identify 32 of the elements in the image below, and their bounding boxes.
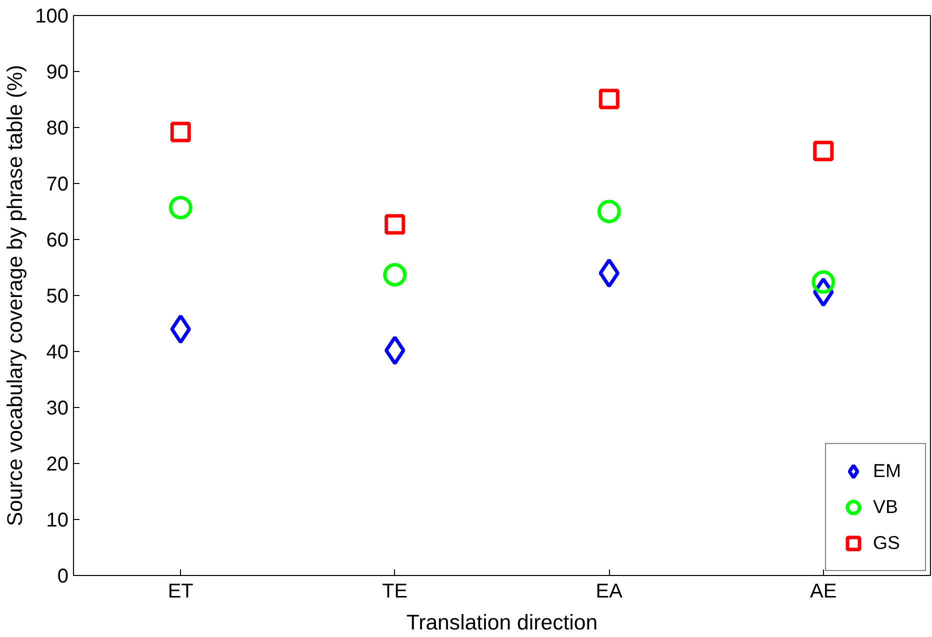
point: [168, 196, 192, 220]
point: [384, 336, 406, 366]
x-axis-title: Translation direction: [406, 610, 598, 634]
y-tick-label: 90: [46, 62, 69, 84]
y-tick-label: 80: [46, 118, 69, 140]
x-tick-label: EA: [596, 580, 624, 602]
x-tick-label: ET: [168, 580, 194, 602]
y-tick-label: 100: [35, 6, 69, 28]
point: [384, 214, 406, 235]
point: [597, 200, 621, 224]
point: [170, 314, 192, 344]
point: [812, 277, 834, 307]
legend-label: GS: [873, 532, 901, 554]
y-tick-label: 30: [46, 398, 69, 420]
y-tick-label: 60: [46, 230, 69, 252]
legend-label: EM: [873, 460, 902, 482]
x-tick-label: AE: [810, 580, 837, 602]
x-tick-label: TE: [382, 580, 408, 602]
y-tick-label: 70: [46, 174, 69, 196]
point: [383, 263, 407, 287]
y-tick-label: 10: [46, 510, 69, 532]
point: [812, 270, 836, 294]
legend-label: VB: [873, 496, 899, 518]
point: [598, 258, 620, 288]
y-tick-label: 20: [46, 454, 69, 476]
y-tick-label: 0: [57, 566, 68, 588]
point: [598, 88, 620, 110]
point: [170, 122, 191, 142]
y-tick-label: 50: [46, 286, 69, 308]
y-tick-label: 40: [46, 342, 69, 364]
point: [813, 140, 834, 162]
y-axis-title: Source vocabulary coverage by phrase table (%): [3, 64, 28, 526]
